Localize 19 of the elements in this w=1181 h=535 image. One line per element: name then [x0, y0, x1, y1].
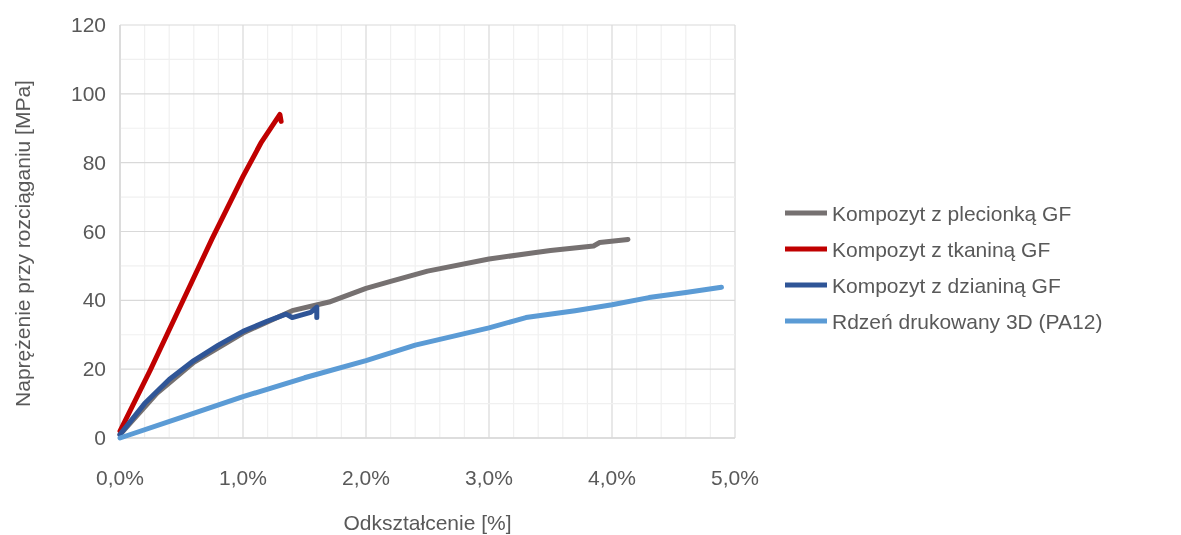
- legend-label: Kompozyt z dzianiną GF: [832, 274, 1061, 297]
- x-tick-label: 5,0%: [711, 466, 759, 489]
- y-tick-label: 80: [82, 150, 106, 174]
- y-tick-label: 100: [70, 81, 106, 105]
- y-tick-label: 0: [94, 426, 106, 449]
- legend-label: Kompozyt z tkaniną GF: [832, 238, 1051, 261]
- y-tick-label: 20: [82, 357, 106, 381]
- legend-label: Rdzeń drukowany 3D (PA12): [832, 310, 1103, 333]
- x-tick-label: 4,0%: [588, 466, 636, 489]
- legend-label: Kompozyt z plecionką GF: [832, 202, 1072, 225]
- x-tick-label: 0,0%: [96, 466, 144, 489]
- x-tick-label: 1,0%: [219, 466, 267, 489]
- x-tick-label: 3,0%: [465, 466, 513, 489]
- y-tick-label: 60: [82, 219, 106, 243]
- y-tick-label: 120: [70, 13, 106, 36]
- x-axis-title: Odkształcenie [%]: [343, 511, 512, 534]
- y-axis-title: Naprężenie przy rozciąganiu [MPa]: [11, 80, 34, 407]
- y-tick-label: 40: [82, 288, 106, 312]
- x-tick-label: 2,0%: [342, 466, 390, 489]
